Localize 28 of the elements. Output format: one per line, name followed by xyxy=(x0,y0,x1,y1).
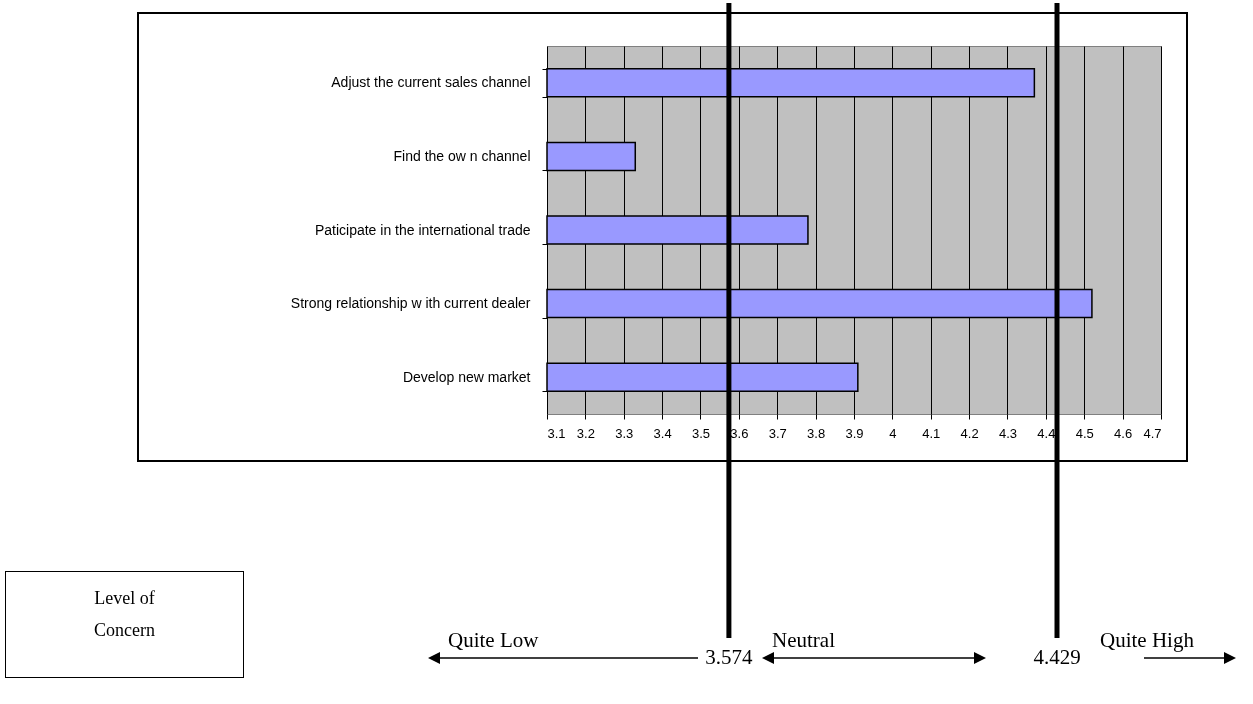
text: Quite Low xyxy=(448,628,539,653)
x-tick-label: 3.5 xyxy=(691,425,711,441)
x-tick-label: 4.6 xyxy=(1114,425,1133,441)
x-tick-label: 4.7 xyxy=(1143,425,1162,441)
y-tick-label: Develop new market xyxy=(402,368,531,385)
x-tick-label: 4.2 xyxy=(960,425,979,441)
y-tick-label: Adjust the current sales channel xyxy=(331,74,531,91)
x-tick-label: 3.1 xyxy=(547,425,566,441)
y-tick-label: Find the ow n channel xyxy=(393,147,531,164)
x-tick-label: 3.4 xyxy=(653,425,672,441)
x-tick-label: 4.4 xyxy=(1037,425,1056,441)
text: Quite High xyxy=(1100,628,1194,653)
ref-line-label: 3.574 xyxy=(705,645,754,669)
x-tick-label: 3.3 xyxy=(615,425,634,441)
x-tick-label: 3.8 xyxy=(807,425,826,441)
x-tick-label: 3.9 xyxy=(845,425,864,441)
y-tick-label: Paticipate in the international trade xyxy=(314,221,531,238)
text: Level of Concern xyxy=(93,587,156,642)
x-tick-label: 3.6 xyxy=(730,425,749,441)
x-tick-label: 4.3 xyxy=(998,425,1018,441)
x-tick-label: 4 xyxy=(889,425,897,441)
ref-line-label: 4.429 xyxy=(1033,645,1081,669)
x-tick-label: 4.5 xyxy=(1075,425,1094,441)
x-tick-label: 3.2 xyxy=(576,425,595,441)
text: Neutral xyxy=(772,628,835,653)
y-tick-label: Strong relationship w ith current dealer xyxy=(290,295,531,312)
x-tick-label: 4.1 xyxy=(922,425,941,441)
x-tick-label: 3.7 xyxy=(768,425,787,441)
